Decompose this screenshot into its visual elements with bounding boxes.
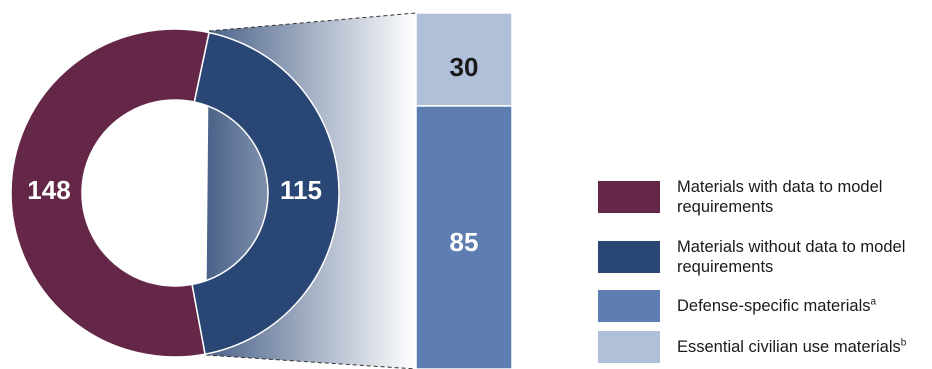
legend-label-defense-specific-text: Defense-specific materials [677, 297, 871, 315]
footnote-marker-b: b [900, 337, 907, 349]
donut-slice-with-data [10, 28, 210, 358]
donut-label-without-data: 115 [280, 175, 322, 205]
footnote-marker-a: a [870, 296, 877, 308]
legend-label-with-data-line2: requirements [677, 198, 774, 216]
legend-swatch-without-data [598, 241, 660, 273]
legend: Materials with data to model requirement… [598, 0, 932, 369]
legend-label-essential-civilian-text: Essential civilian use materials [677, 338, 901, 356]
bar-label-essential-civilian: 30 [450, 52, 479, 82]
legend-label-defense-specific: Defense-specific materialsa [677, 296, 876, 316]
donut-chart [10, 28, 340, 358]
legend-label-essential-civilian: Essential civilian use materialsb [677, 337, 906, 357]
donut-slice-without-data [191, 31, 340, 356]
legend-label-with-data-line1: Materials with data to model [677, 178, 883, 196]
legend-label-without-data: Materials without data to model requirem… [677, 237, 905, 277]
legend-swatch-with-data [598, 181, 660, 213]
materials-chart: 148 115 85 30 [10, 12, 513, 369]
breakdown-bar [415, 12, 513, 369]
legend-label-without-data-line2: requirements [677, 258, 774, 276]
donut-label-with-data: 148 [27, 175, 70, 205]
legend-swatch-essential-civilian [598, 331, 660, 363]
legend-label-with-data: Materials with data to model requirement… [677, 177, 882, 217]
connector-line-bottom [205, 354, 417, 369]
bar-label-defense-specific: 85 [450, 227, 479, 257]
legend-swatch-defense-specific [598, 290, 660, 322]
legend-label-without-data-line1: Materials without data to model [677, 238, 906, 256]
bar-segment-essential-civilian [415, 12, 513, 107]
